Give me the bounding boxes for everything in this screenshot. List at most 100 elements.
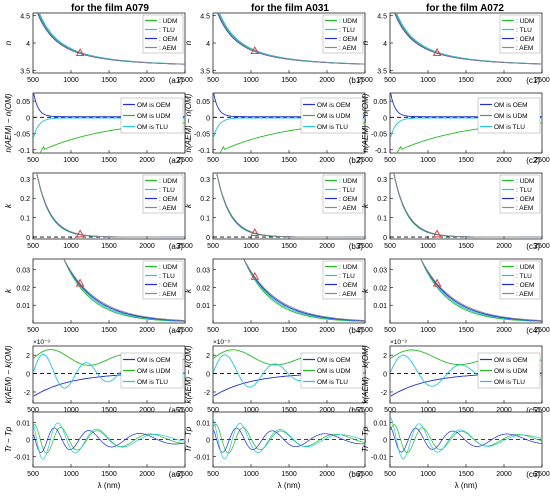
- y-tick-label: 0: [383, 235, 387, 242]
- x-tick-label: 500: [207, 157, 219, 164]
- series-line-tlu: [390, 417, 542, 459]
- y-tick-label: 3.5: [20, 68, 30, 75]
- triangle-marker: [75, 48, 85, 57]
- legend-label: : OEM: [159, 36, 177, 43]
- x-tick-label: 2000: [139, 157, 155, 164]
- series-group: [243, 259, 365, 322]
- panel-label: (b4): [349, 326, 364, 335]
- y-tick-label: 0: [206, 235, 210, 242]
- y-axis-label: k: [184, 288, 193, 293]
- panel-label: (a3): [169, 242, 184, 251]
- legend-label: : OEM: [159, 196, 177, 203]
- x-tick-label: 2500: [534, 471, 550, 478]
- x-tick-label: 1000: [420, 157, 436, 164]
- legend-label: OM is OEM: [137, 102, 171, 109]
- x-tick-label: 2500: [357, 327, 373, 334]
- panel-label: (c1): [526, 76, 540, 85]
- panel-a6: -0.01 0 0.01 500 1000 1500 2000 2500 Tr − Tp (a6)…: [4, 411, 193, 490]
- x-tick-label: 1500: [281, 157, 297, 164]
- series-group: [37, 13, 185, 65]
- y-tick-label: 0.3: [377, 177, 387, 184]
- legend-label: : AEM: [516, 205, 533, 212]
- series-line-aem: [394, 13, 542, 65]
- x-tick-label: 1500: [281, 471, 297, 478]
- x-tick-label: 1500: [458, 327, 474, 334]
- series-group: [393, 173, 542, 238]
- y-axis-label: k: [4, 288, 13, 293]
- x-tick-label: 500: [207, 327, 219, 334]
- x-tick-label: 500: [27, 243, 39, 250]
- y-tick-label: 0.03: [16, 268, 30, 275]
- legend-label: OM is OEM: [494, 357, 528, 364]
- x-tick-label: 2000: [139, 327, 155, 334]
- panel-label: (b6): [349, 470, 364, 479]
- triangle-marker: [75, 278, 85, 287]
- y-tick-label: 0: [26, 372, 30, 379]
- legend-box: [322, 14, 364, 54]
- y-axis-label: k: [4, 203, 13, 208]
- legend-label: : OEM: [516, 36, 534, 43]
- x-tick-label: 500: [384, 327, 396, 334]
- y-tick-label: 2: [383, 353, 387, 360]
- x-tick-label: 2000: [319, 157, 335, 164]
- x-tick-label: 1000: [243, 407, 259, 414]
- panel-label: (c4): [526, 326, 540, 335]
- x-tick-label: 2000: [496, 243, 512, 250]
- legend-label: OM is UDM: [317, 113, 351, 120]
- panel-b6: -0.01 0 0.01 500 1000 1500 2000 2500 Tr − Tp (b6)…: [184, 411, 373, 490]
- series-group: [217, 13, 365, 65]
- y-tick-label: 4.5: [377, 14, 387, 21]
- series-line-oem: [420, 259, 542, 322]
- legend-label: OM is OEM: [494, 102, 528, 109]
- legend-box: [142, 174, 184, 214]
- x-tick-label: 1000: [63, 471, 79, 478]
- panel-c3: 0 0.1 0.2 0.3 500 1000 1500 2000 2500 k: UDM: TLU…: [361, 172, 550, 251]
- legend-box: [322, 174, 364, 214]
- series-group: [420, 259, 542, 322]
- legend-label: OM is UDM: [494, 113, 528, 120]
- legend-label: OM is UDM: [137, 368, 171, 375]
- series-group: [33, 422, 185, 460]
- triangle-marker: [432, 278, 442, 287]
- x-tick-label: 500: [384, 77, 396, 84]
- legend-label: : AEM: [159, 291, 176, 298]
- column-titles: for the film A079 for the film A031 for …: [71, 3, 504, 14]
- x-tick-label: 500: [27, 157, 39, 164]
- panel-a3: 0 0.1 0.2 0.3 500 1000 1500 2000 2500 k: UDM: TLU…: [4, 172, 193, 251]
- x-tick-label: 1500: [281, 243, 297, 250]
- x-tick-label: 1500: [101, 327, 117, 334]
- series-group: [394, 13, 542, 65]
- legend-label: OM is OEM: [137, 357, 171, 364]
- y-tick-label: 4: [383, 41, 387, 48]
- y-tick-label: 0.1: [377, 216, 387, 223]
- x-tick-label: 2500: [534, 407, 550, 414]
- panel-label: (a1): [169, 76, 184, 85]
- y-tick-label: 0.3: [200, 177, 210, 184]
- series-group: [36, 173, 185, 238]
- triangle-marker: [250, 271, 260, 280]
- x-tick-label: 1000: [243, 471, 259, 478]
- y-tick-label: 0.03: [196, 268, 210, 275]
- x-tick-label: 1000: [420, 327, 436, 334]
- x-tick-label: 1500: [101, 407, 117, 414]
- y-tick-label: 0.01: [16, 420, 30, 427]
- y-axis-label: n(AEM) − n(OM): [4, 93, 13, 152]
- y-tick-label: 0.2: [200, 196, 210, 203]
- x-tick-label: 500: [27, 77, 39, 84]
- x-tick-label: 500: [384, 471, 396, 478]
- x-tick-label: 500: [207, 243, 219, 250]
- y-axis-label: k: [184, 203, 193, 208]
- x-axis-label: λ (nm): [278, 481, 301, 490]
- panel-c1: 3.5 4 4.5 500 1000 1500 2000 2500 n: UDM: TLU: O…: [361, 12, 550, 85]
- panel-label: (a2): [169, 156, 184, 165]
- y-tick-label: -2: [24, 390, 30, 397]
- legend-label: : AEM: [516, 45, 533, 52]
- legend-label: : OEM: [516, 282, 534, 289]
- x-tick-label: 500: [384, 407, 396, 414]
- panel-label: (a5): [169, 406, 184, 415]
- x-tick-label: 1500: [101, 77, 117, 84]
- legend-label: : OEM: [159, 282, 177, 289]
- x-tick-label: 1500: [458, 471, 474, 478]
- legend-box: [499, 260, 541, 300]
